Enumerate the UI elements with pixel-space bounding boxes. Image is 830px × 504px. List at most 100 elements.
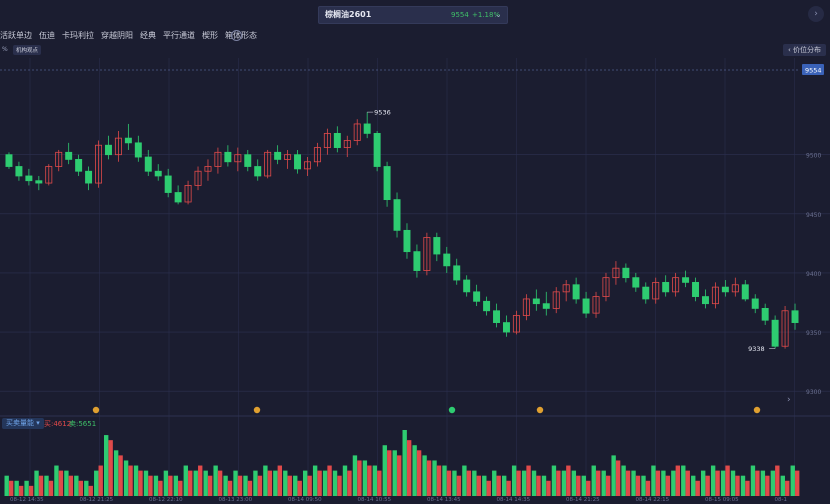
help-icon[interactable]: ? [231,30,242,41]
volume-bar-sell [54,465,59,496]
volume-bar-buy [695,480,700,496]
candle-body [542,303,550,309]
candle-body [692,281,700,297]
chevron-right-icon[interactable]: › [808,6,824,22]
volume-bar-sell [84,480,89,496]
price-distribution-button[interactable]: ‹ 价位分布 [782,44,826,56]
candle-body [363,123,371,134]
volume-bar-buy [237,475,243,496]
volume-bar-buy [128,465,133,496]
volume-bar-buy [625,470,631,496]
symbol-change: +1.18% [472,11,501,19]
volume-bar-buy [436,465,442,496]
candle-body [284,154,292,160]
candle-body [294,154,302,170]
volume-bar-sell [601,470,606,496]
volume-bar-sell [631,470,636,496]
volume-bar-buy [596,470,601,496]
volume-bar-sell [74,475,79,496]
volume-bar-sell [462,465,467,496]
candle-body [104,144,112,156]
percent-toggle[interactable]: % [2,46,8,53]
candle-body [751,298,759,309]
x-tick-label: 08-14 22:15 [636,497,670,503]
tab-3[interactable]: 穿越阴阳 [101,31,133,40]
symbol-selector[interactable]: 棕榈油2601 9554 +1.18% ⌄ [318,6,508,24]
volume-bar-buy [48,480,54,496]
volume-bar-buy [536,475,541,496]
volume-bar-sell [203,470,208,496]
y-tick-label: 9350 [806,330,821,337]
volume-bar-buy [207,475,213,496]
candle-body [582,298,590,314]
top-bar: 棕榈油2601 9554 +1.18% ⌄ › [0,0,830,28]
candle-body [443,253,451,267]
volume-bar-sell [183,465,188,496]
volume-bar-sell [661,470,666,496]
symbol-price: 9554 [451,11,469,19]
volume-bar-buy [217,470,223,496]
candle-body [85,170,93,184]
volume-bar-buy [615,460,621,496]
volume-bar-sell [472,470,477,496]
volume-bar-buy [466,470,472,496]
candle-body [114,137,122,156]
candle-body [562,284,570,293]
volume-bar-sell [581,475,586,496]
volume-indicator-label: 买卖量能 [6,419,34,427]
y-tick-label: 9300 [806,389,821,396]
candle-body [672,277,680,293]
candle-body [194,170,202,186]
institution-view-badge[interactable]: 机构观点 [13,45,42,55]
candle-body [662,281,670,293]
volume-bar-buy [665,475,671,496]
candle-body [15,166,23,177]
candle-body [343,140,351,148]
volume-bar-sell [4,475,9,496]
volume-bar-buy [108,440,113,496]
volume-bar-buy [88,485,93,496]
candle-body [612,267,620,279]
x-tick-label: 08-13 23:00 [219,497,253,503]
volume-bar-sell [750,465,756,496]
volume-bar-buy [78,480,83,496]
volume-bar-sell [34,470,39,496]
volume-bar-sell [561,470,567,496]
x-tick-label: 08-12 22:10 [149,497,183,503]
candle-body [403,229,411,253]
volume-indicator-select[interactable]: 买卖量能 ▾ [2,418,44,429]
x-tick-label: 08-12 21:25 [80,497,114,503]
candle-body [423,237,431,271]
candle-body [721,286,729,293]
volume-bar-buy [635,475,641,496]
volume-bar-buy [496,475,501,496]
volume-bar-sell [273,470,278,496]
volume-bar-buy [327,465,332,496]
volume-bar-sell [213,465,218,496]
x-tick-label: 08-14 13:45 [427,497,461,503]
volume-bar-sell [362,460,368,496]
candle-body [134,142,142,158]
volume-bar-sell [452,470,457,496]
volume-bar-buy [526,465,531,496]
tab-2[interactable]: 卡玛利拉 [62,31,94,40]
volume-bar-buy [138,470,143,496]
tab-1[interactable]: 伍迪 [39,31,55,40]
candle-body [711,286,719,305]
volume-bar-sell [422,455,427,496]
volume-bar-sell [641,475,646,496]
tab-6[interactable]: 楔形 [202,31,218,40]
volume-bar-buy [416,450,422,496]
candle-body [552,291,560,309]
candle-body [373,133,381,167]
tab-4[interactable]: 经典 [140,31,156,40]
volume-bar-sell [24,480,29,496]
volume-bar-buy [775,465,780,496]
kline-chart[interactable]: 9500 9450 9400 9350 9300 9554 9536 9338 › 08-12 1… [0,58,830,504]
volume-bar-sell [312,465,318,496]
tab-0[interactable]: 活跃单边 [0,31,32,40]
volume-bar-buy [765,475,770,496]
volume-bar-sell [701,470,706,496]
tab-5[interactable]: 平行通道 [163,31,195,40]
volume-bar-buy [18,485,24,496]
